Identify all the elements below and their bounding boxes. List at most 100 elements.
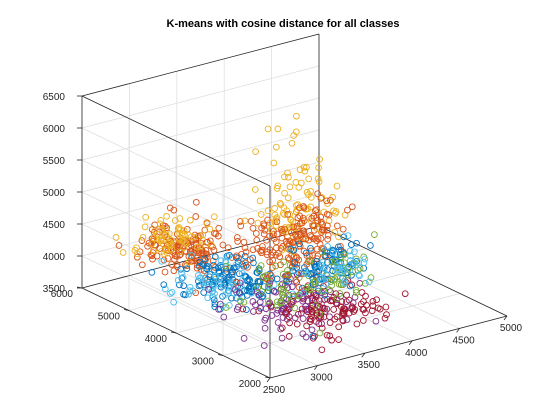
- data-point: [301, 264, 308, 271]
- data-point: [264, 216, 271, 224]
- data-point: [311, 234, 319, 242]
- data-point: [204, 294, 212, 302]
- data-point: [353, 261, 360, 269]
- data-point: [321, 287, 329, 295]
- data-point: [212, 230, 220, 238]
- data-point: [260, 230, 268, 238]
- data-point: [142, 213, 150, 221]
- data-point: [299, 330, 307, 338]
- data-point: [307, 244, 314, 252]
- data-point: [240, 238, 248, 246]
- data-point: [307, 290, 314, 297]
- z-tick-label: 5000: [43, 188, 66, 199]
- data-point: [247, 288, 255, 296]
- grid-line-z-left: [81, 127, 271, 219]
- data-point: [350, 308, 358, 315]
- data-point: [119, 249, 127, 256]
- data-point: [272, 143, 280, 151]
- data-point: [300, 268, 308, 275]
- data-point: [158, 257, 166, 265]
- data-point: [163, 212, 170, 220]
- data-point: [371, 231, 378, 238]
- data-point: [294, 201, 302, 208]
- data-point: [296, 204, 303, 212]
- data-point: [252, 301, 259, 309]
- data-point: [365, 278, 373, 286]
- z-tick-label: 5500: [43, 156, 66, 167]
- data-point: [271, 205, 278, 212]
- data-point: [321, 305, 328, 312]
- data-point: [313, 255, 321, 263]
- data-point: [257, 262, 265, 269]
- data-point: [330, 207, 337, 215]
- data-point: [302, 249, 310, 257]
- data-point: [263, 236, 270, 244]
- data-point: [314, 235, 322, 243]
- data-point: [294, 310, 302, 318]
- data-point: [267, 226, 275, 233]
- data-point: [222, 262, 230, 270]
- x-tick-mark: [408, 340, 413, 346]
- grid-line-z-back: [81, 161, 320, 225]
- data-point: [308, 233, 315, 241]
- data-point: [327, 196, 334, 204]
- data-point: [257, 211, 265, 218]
- data-point: [307, 203, 315, 211]
- data-point: [148, 269, 156, 276]
- data-point: [271, 218, 279, 226]
- data-point: [210, 246, 218, 254]
- data-point: [281, 211, 288, 218]
- data-point: [309, 308, 316, 316]
- data-point: [246, 276, 254, 284]
- data-point: [254, 284, 262, 291]
- data-point: [346, 247, 354, 255]
- data-point: [276, 253, 284, 260]
- data-point: [148, 240, 156, 248]
- data-point: [246, 285, 254, 293]
- data-point: [168, 245, 176, 253]
- data-point: [295, 184, 303, 191]
- data-point: [300, 203, 307, 210]
- data-point: [202, 268, 210, 276]
- data-point: [224, 274, 232, 282]
- data-point: [166, 230, 173, 237]
- data-point: [308, 326, 316, 334]
- data-point: [339, 316, 347, 324]
- data-point: [269, 264, 276, 271]
- data-point: [177, 265, 185, 273]
- data-point: [302, 333, 310, 341]
- data-point: [356, 279, 364, 287]
- data-point: [215, 224, 223, 232]
- data-point: [181, 247, 189, 255]
- data-point: [263, 272, 271, 279]
- data-point: [285, 333, 293, 340]
- data-point: [312, 302, 320, 309]
- data-point: [224, 244, 232, 252]
- data-point: [241, 244, 249, 252]
- data-point: [186, 216, 194, 224]
- grid-line-z-back: [81, 129, 320, 193]
- data-point: [260, 342, 268, 349]
- grid-layer: [81, 33, 508, 379]
- data-point: [166, 204, 174, 212]
- x-tick-label: 5000: [500, 323, 523, 334]
- data-point: [233, 261, 240, 268]
- data-point: [185, 231, 193, 239]
- y-tick-label: 6000: [51, 289, 74, 300]
- data-point: [289, 290, 297, 298]
- data-point: [207, 241, 215, 249]
- data-point: [299, 315, 307, 322]
- z-tick-label: 4000: [43, 252, 66, 263]
- data-point: [160, 281, 168, 289]
- data-point: [220, 313, 228, 321]
- data-point: [294, 214, 302, 222]
- data-point: [272, 262, 280, 270]
- x-tick-label: 4000: [405, 348, 428, 359]
- data-point: [284, 211, 292, 218]
- y-tick-label: 5000: [98, 312, 121, 323]
- grid-line-y-floor: [222, 293, 461, 356]
- x-tick-label: 3500: [358, 360, 381, 371]
- data-point: [286, 255, 293, 263]
- data-point: [336, 290, 344, 297]
- data-point: [358, 289, 366, 296]
